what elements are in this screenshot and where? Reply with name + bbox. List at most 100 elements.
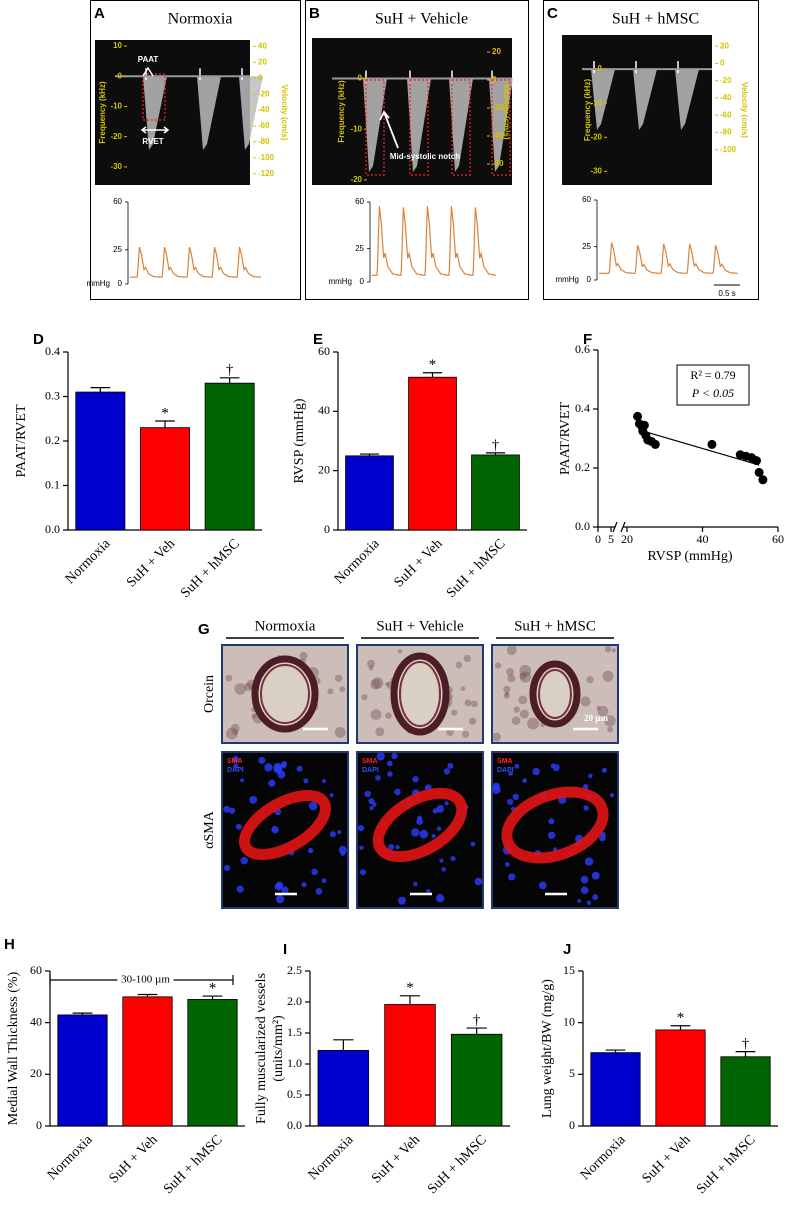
column-header: Normoxia — [255, 618, 316, 634]
rvet-arrow — [140, 126, 170, 134]
tissue-cell — [370, 678, 381, 690]
tissue-cell — [463, 654, 471, 663]
right-tick-label: -20 — [720, 76, 732, 85]
axis-break — [612, 521, 626, 533]
y-axis-title: PAAT/RVET — [558, 402, 573, 475]
right-tick-label: -120 — [258, 169, 275, 178]
dapi-nucleus — [369, 805, 374, 811]
tissue-cell — [367, 659, 375, 668]
dapi-nucleus — [391, 752, 398, 760]
panel-letter: H — [4, 936, 15, 953]
category-label: SuH + Veh — [107, 1132, 161, 1186]
notch-arrow — [379, 110, 399, 149]
left-tick-label: -30 — [110, 162, 122, 171]
trace-tick-label: 0 — [360, 277, 365, 286]
tissue-cell — [506, 645, 517, 656]
tissue-cell — [503, 685, 511, 693]
scatter-point — [754, 467, 764, 477]
y-tick-label: 0 — [324, 522, 330, 536]
notch-label: Mid-systolic notch — [390, 152, 460, 161]
dapi-nucleus — [599, 834, 606, 842]
pressure-beat — [424, 205, 449, 276]
right-tick-label: -100 — [720, 145, 737, 154]
scatter-point — [650, 439, 660, 449]
vessel-lamina — [538, 669, 572, 719]
tissue-cell — [460, 686, 466, 692]
dapi-nucleus — [436, 826, 442, 831]
dapi-nucleus — [311, 868, 318, 876]
tissue-cell — [607, 726, 614, 733]
y-tick-label: 2.0 — [287, 994, 302, 1008]
category-label: Normoxia — [45, 1132, 96, 1183]
notch-box — [409, 79, 429, 176]
dapi-nucleus — [357, 824, 365, 832]
y-tick-label: 0.0 — [575, 519, 590, 533]
dapi-nucleus — [271, 825, 279, 834]
bar — [471, 454, 520, 531]
tissue-cell — [580, 696, 591, 707]
trace-tick-label: 25 — [582, 242, 591, 251]
paat-label: PAAT — [138, 55, 159, 64]
category-label: SuH + hMSC — [444, 536, 509, 601]
category-label: Normoxia — [306, 1132, 357, 1183]
y-tick-label: 0 — [569, 1118, 575, 1132]
dapi-nucleus — [507, 798, 514, 806]
panel-letter: E — [313, 331, 323, 348]
panel-letter: B — [309, 5, 320, 22]
tissue-cell — [226, 727, 238, 740]
panel-frame — [305, 0, 529, 300]
dapi-nucleus — [514, 764, 520, 769]
bracket-label-bg — [117, 973, 174, 987]
dapi-nucleus — [591, 871, 600, 880]
trace-tick-label: 60 — [113, 197, 122, 206]
scale-label: 20 µm — [584, 713, 608, 723]
pressure-beat — [136, 246, 162, 278]
dapi-nucleus — [431, 833, 436, 839]
pressure-beat — [712, 245, 738, 274]
pressure-beat — [634, 245, 660, 274]
dapi-nucleus — [439, 858, 444, 863]
dapi-nucleus — [340, 851, 346, 856]
trace-tick-label: 25 — [113, 245, 122, 254]
y-tick-label: 0 — [36, 1118, 42, 1132]
tissue-cell — [446, 728, 454, 737]
trace-tick-label: 60 — [582, 195, 591, 204]
tissue-cell — [334, 726, 346, 738]
significance-marker: * — [161, 405, 169, 421]
notch-box — [365, 79, 385, 176]
panel-frame — [90, 0, 301, 300]
tissue-cell — [527, 717, 540, 730]
tissue-cell — [464, 699, 472, 707]
tissue-cell — [244, 682, 253, 691]
dapi-nucleus — [547, 831, 556, 839]
tissue-cell — [597, 705, 609, 717]
vessel-lamina — [399, 661, 441, 727]
pressure-beat — [686, 243, 712, 274]
y-tick-label: 2.5 — [287, 963, 302, 977]
category-label: Normoxia — [63, 536, 114, 587]
dapi-nucleus — [321, 778, 327, 784]
dapi-nucleus — [240, 778, 245, 783]
paat-arrow — [142, 66, 154, 77]
dapi-nucleus — [470, 841, 476, 847]
tissue-cell — [375, 727, 385, 737]
dapi-nucleus — [586, 900, 592, 905]
trace-tick-label: 25 — [355, 244, 364, 253]
y-tick-label: 0.1 — [45, 477, 60, 491]
tissue-cell — [230, 723, 240, 733]
panel-letter: I — [283, 941, 287, 958]
tissue-cell — [455, 661, 463, 669]
tissue-cell — [504, 691, 510, 696]
paat-box — [142, 73, 166, 121]
right-tick-label: -100 — [258, 153, 275, 162]
bracket-label: 30-100 µm — [121, 974, 170, 986]
panel-title: Normoxia — [168, 11, 233, 28]
panel-letter: A — [94, 5, 105, 22]
dapi-nucleus — [303, 778, 309, 784]
y-axis-title: Medial Wall Thickness (%) — [6, 971, 21, 1125]
trend-line — [638, 429, 760, 466]
y-tick-label: 0.5 — [287, 1087, 302, 1101]
tissue-cell — [361, 694, 368, 701]
panel-letter: F — [583, 331, 592, 348]
